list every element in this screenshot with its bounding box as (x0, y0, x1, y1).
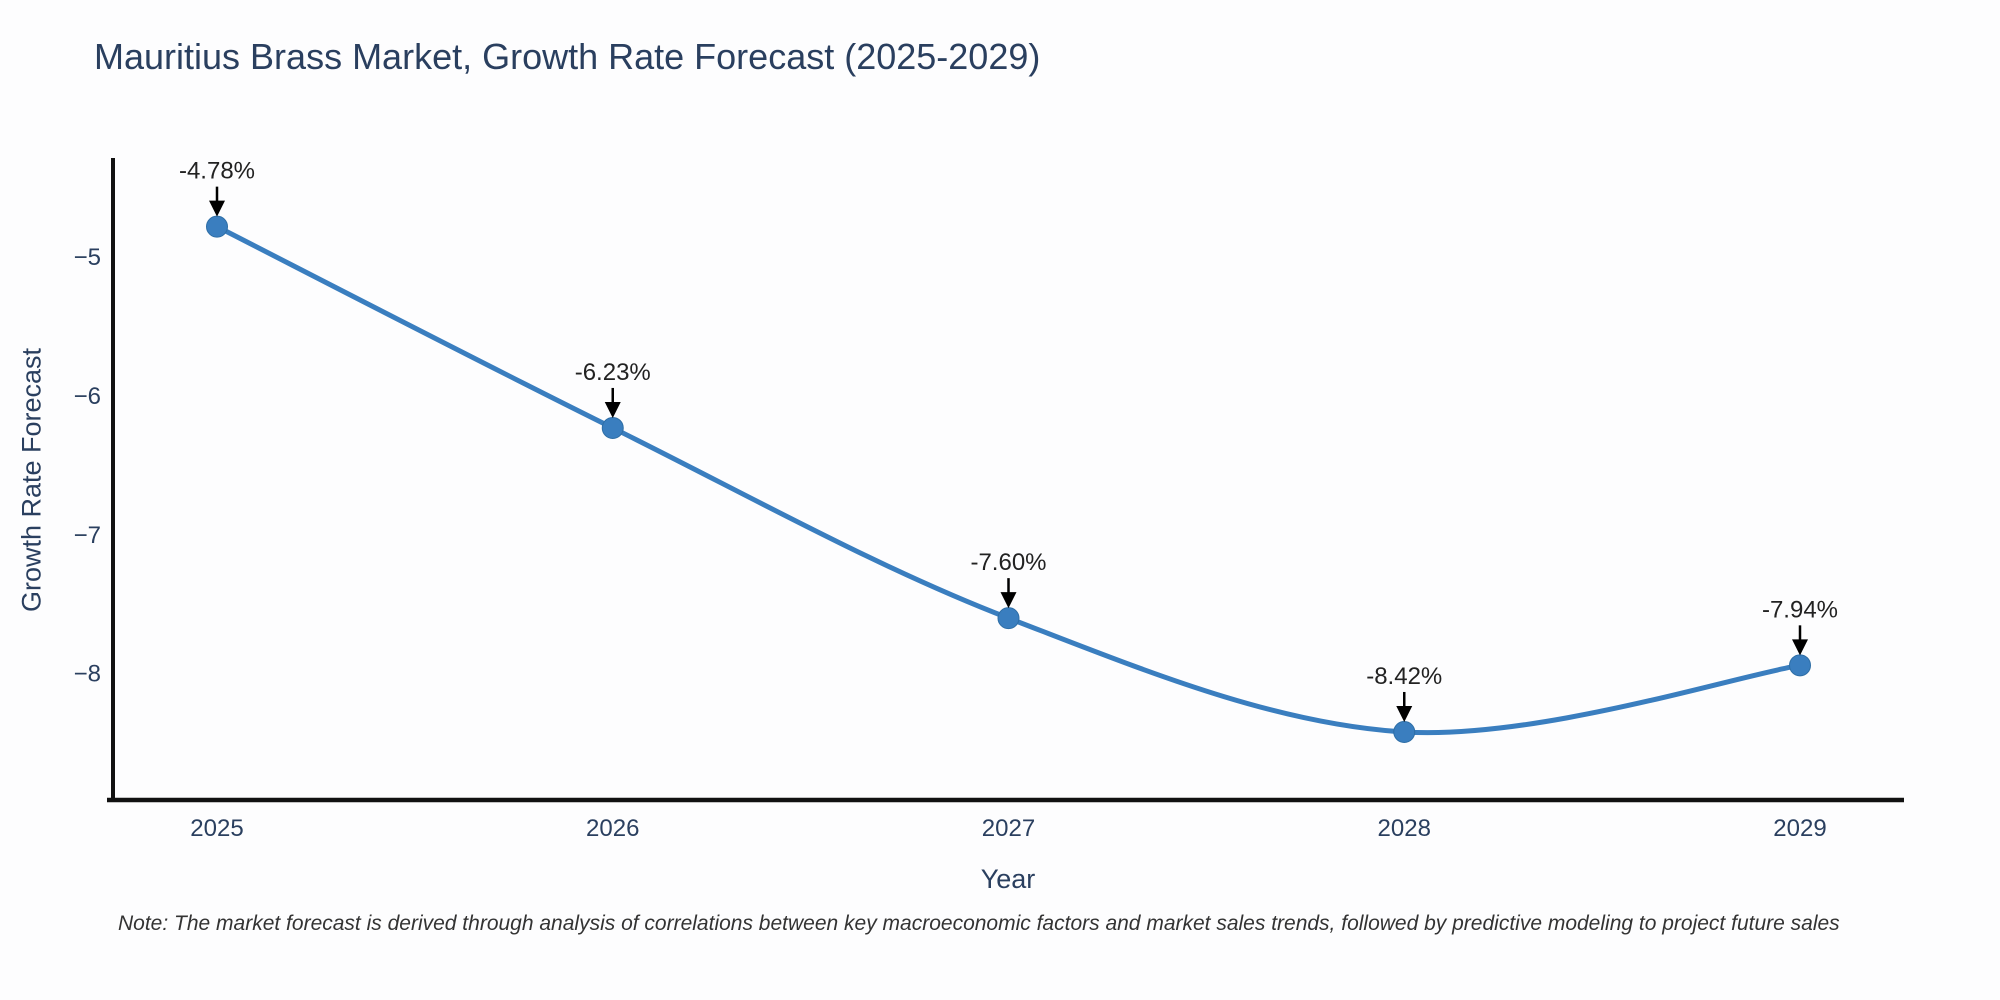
series-line (214, 224, 1803, 736)
point-value-label: -8.42% (1366, 663, 1442, 690)
data-point-marker[interactable] (1789, 654, 1811, 677)
annotation-arrowhead-icon (1792, 639, 1808, 656)
footnote: Note: The market forecast is derived thr… (118, 912, 1840, 935)
point-value-label: -6.23% (575, 359, 651, 386)
data-point-marker[interactable] (1393, 720, 1416, 743)
point-value-label: -4.78% (179, 158, 255, 185)
x-tick-label: 2028 (1378, 815, 1431, 842)
annotation-arrowhead-icon (209, 200, 225, 217)
y-tick-label: −8 (74, 661, 101, 688)
chart-title: Mauritius Brass Market, Growth Rate Fore… (94, 36, 1041, 77)
y-tick-label: −6 (74, 383, 101, 410)
data-point-marker[interactable] (997, 607, 1020, 630)
data-point-marker[interactable] (206, 215, 228, 238)
x-tick-label: 2029 (1773, 815, 1826, 842)
x-tick-label: 2025 (190, 815, 243, 842)
data-point-marker[interactable] (601, 416, 624, 439)
x-tick-label: 2026 (586, 815, 639, 842)
y-tick-label: −5 (74, 244, 101, 271)
point-value-label: -7.94% (1762, 596, 1838, 623)
y-tick-label: −7 (74, 522, 101, 549)
x-axis-title: Year (980, 864, 1036, 894)
annotation-arrowhead-icon (1000, 592, 1017, 609)
x-tick-label: 2027 (982, 815, 1035, 842)
annotation-arrowhead-icon (604, 401, 621, 418)
annotation-arrowhead-icon (1396, 705, 1413, 722)
point-value-label: -7.60% (970, 549, 1046, 576)
